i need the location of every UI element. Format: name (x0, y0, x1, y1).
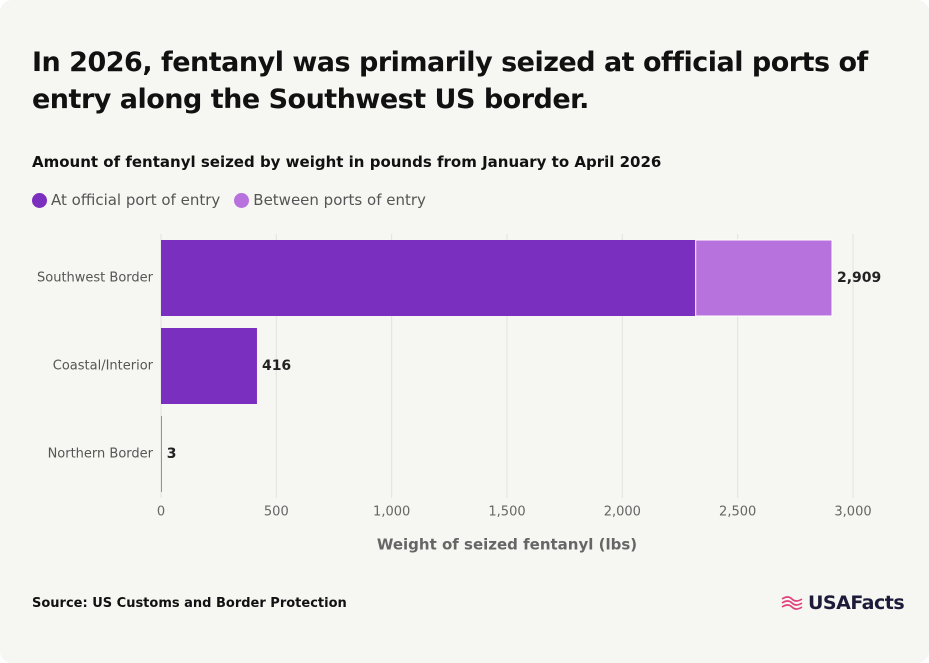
y-tick-label: Northern Border (48, 447, 154, 462)
x-tick-label: 2,500 (719, 505, 756, 520)
chart-title: In 2026, fentanyl was primarily seized a… (32, 47, 868, 115)
legend-label: At official port of entry (51, 191, 221, 209)
total-label: 416 (262, 358, 291, 374)
legend-label: Between ports of entry (253, 191, 426, 209)
legend-item: Between ports of entry (234, 191, 426, 209)
total-label: 3 (167, 446, 177, 462)
x-tick-label: 1,500 (488, 505, 525, 520)
x-tick-label: 500 (264, 505, 289, 520)
bar-segment (695, 239, 833, 317)
y-tick-label: Southwest Border (37, 271, 154, 286)
x-tick-label: 0 (157, 505, 165, 520)
source: Source: US Customs and Border Protection (32, 596, 347, 611)
legend: At official port of entry Between ports o… (32, 191, 426, 209)
bar-segment (161, 240, 696, 316)
y-tick-label: Coastal/Interior (53, 359, 154, 374)
x-tick-label: 3,000 (834, 505, 871, 520)
legend-marker (234, 192, 250, 208)
x-tick-label: 2,000 (604, 505, 641, 520)
logo-text: USAFacts (808, 592, 905, 614)
chart-subtitle: Amount of fentanyl seized by weight in p… (32, 153, 662, 171)
total-label: 2,909 (837, 270, 881, 286)
bar-segment (161, 328, 257, 404)
legend-item: At official port of entry (32, 191, 220, 209)
legend-marker (32, 192, 47, 208)
x-tick-label: 1,000 (373, 505, 410, 520)
x-axis-title: Weight of seized fentanyl (lbs) (377, 536, 637, 554)
logo: USAFacts (780, 592, 905, 614)
logo-flag (781, 596, 803, 610)
